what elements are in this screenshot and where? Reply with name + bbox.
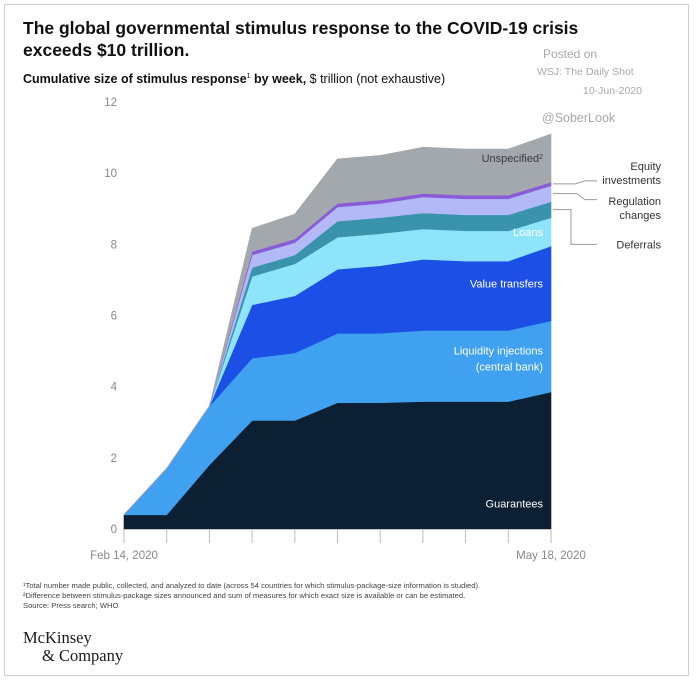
label-loans: Loans <box>513 227 543 239</box>
label-value-transfers: Value transfers <box>470 278 544 290</box>
y-tick-label: 4 <box>111 382 118 394</box>
y-tick-label: 6 <box>111 311 117 323</box>
subtitle-footnote-mark: 1 <box>246 72 251 80</box>
label-deferrals: Deferrals <box>616 239 661 251</box>
callout-line-equity <box>553 180 597 185</box>
label-central-bank: (central bank) <box>476 361 543 373</box>
subtitle-bold-tail: by week, <box>250 72 307 86</box>
logo-line-2: & Company <box>42 646 124 665</box>
subtitle-bold: Cumulative size of stimulus response <box>23 72 247 86</box>
y-tick-label: 2 <box>111 453 117 465</box>
label-equity-investments: investments <box>602 175 661 187</box>
chart-title: The global governmental stimulus respons… <box>23 18 579 60</box>
watermark-date: 10-Jun-2020 <box>583 85 642 97</box>
y-tick-label: 12 <box>104 97 117 109</box>
footnote-2: ²Difference between stimulus-package siz… <box>23 591 466 600</box>
y-tick-label: 10 <box>104 168 117 180</box>
x-label-end: May 18, 2020 <box>516 550 586 562</box>
label-guarantees: Guarantees <box>486 499 544 511</box>
footnotes: ¹Total number made public, collected, an… <box>23 581 663 611</box>
label-unspecified-footnote-mark: 2 <box>539 154 543 161</box>
label-unspecified: Unspecified2 <box>482 153 543 165</box>
footnote-1: ¹Total number made public, collected, an… <box>23 581 481 590</box>
x-label-start: Feb 14, 2020 <box>90 550 158 562</box>
chart-subtitle: Cumulative size of stimulus response1 by… <box>23 72 445 86</box>
chart-card: The global governmental stimulus respons… <box>4 4 689 676</box>
logo-line-1: McKinsey <box>23 628 92 647</box>
area-chart: 0 2 4 6 8 10 12 Feb 14, 2020 May 18, 2020 Guarant… <box>90 97 661 562</box>
footnote-source: Source: Press search; WHO <box>23 601 119 610</box>
watermark-posted-on: Posted on <box>543 47 598 61</box>
y-tick-label: 8 <box>111 239 117 251</box>
callout-line-deferrals <box>553 209 597 245</box>
label-equity: Equity <box>630 161 661 173</box>
y-tick-label: 0 <box>111 524 117 536</box>
watermark-handle: @SoberLook <box>542 111 616 125</box>
label-regulation-changes: changes <box>619 210 661 222</box>
label-regulation: Regulation <box>608 196 661 208</box>
mckinsey-logo: McKinsey & Company <box>23 629 123 665</box>
callout-line-regulation <box>553 193 597 201</box>
label-liquidity-injections: Liquidity injections <box>454 345 544 357</box>
area-unspecified <box>123 133 552 516</box>
watermark-source: WSJ: The Daily Shot <box>537 66 634 78</box>
subtitle-units: $ trillion (not exhaustive) <box>306 72 446 86</box>
